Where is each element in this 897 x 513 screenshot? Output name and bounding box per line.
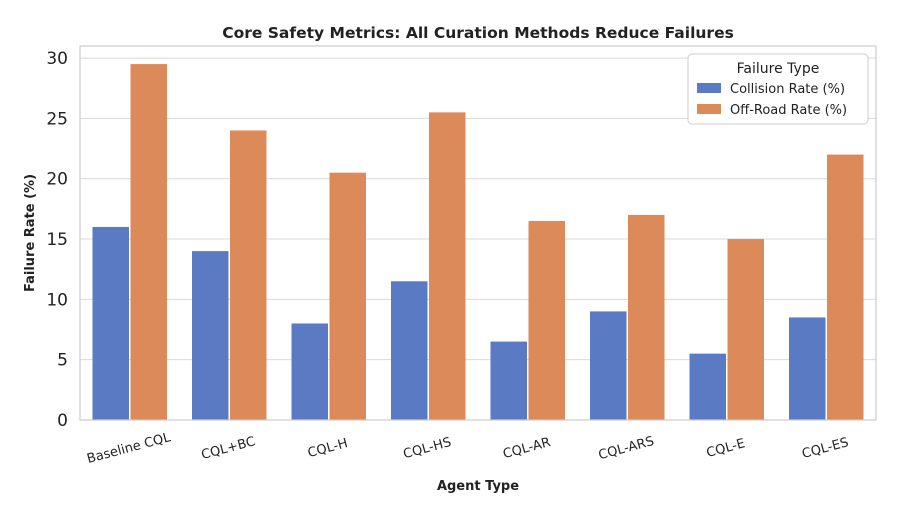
x-tick-label: Baseline CQL [85, 430, 172, 467]
legend-box [687, 53, 869, 125]
legend-entries: Collision Rate (%) Off-Road Rate (%) [697, 82, 847, 118]
bar-offroad [230, 130, 267, 421]
bar-offroad [827, 154, 864, 421]
y-tick-label: 20 [46, 170, 68, 190]
bar-collision [92, 226, 129, 420]
y-tick-label: 10 [46, 290, 68, 310]
x-ticks: Baseline CQL CQL+BC CQL-H CQL-HS CQL-AR CQL-A… [85, 430, 850, 467]
bar-offroad [329, 172, 366, 420]
y-tick-label: 0 [57, 411, 68, 431]
y-axis-label: Failure Rate (%) [23, 174, 38, 292]
legend-swatch [697, 104, 721, 114]
x-axis-label: Agent Type [437, 479, 519, 494]
bar-collision [192, 251, 229, 420]
legend-title: Failure Type [737, 61, 820, 77]
bar-offroad [429, 112, 466, 421]
x-tick-label: CQL+BC [200, 434, 257, 463]
legend: Failure Type Collision Rate (%) Off-Road … [687, 53, 869, 125]
legend-label: Collision Rate (%) [730, 82, 845, 97]
legend-label: Off-Road Rate (%) [730, 103, 847, 118]
bars [92, 64, 864, 421]
y-tick-label: 30 [46, 49, 68, 69]
y-tick-label: 5 [57, 351, 68, 371]
bar-collision [789, 317, 826, 420]
chart-title: Core Safety Metrics: All Curation Method… [222, 24, 734, 42]
bar-collision [490, 341, 527, 420]
bar-offroad [628, 214, 665, 420]
x-tick-label: CQL-ARS [597, 434, 656, 463]
y-tick-label: 25 [46, 109, 68, 129]
bar-offroad [528, 220, 565, 420]
bar-collision [689, 353, 726, 420]
x-tick-label: CQL-HS [402, 435, 453, 462]
x-tick-label: CQL-H [306, 436, 349, 461]
x-tick-label: CQL-E [705, 436, 747, 461]
bar-collision [590, 311, 627, 420]
x-tick-label: CQL-AR [501, 435, 552, 462]
legend-swatch [697, 83, 721, 93]
y-tick-label: 15 [46, 230, 68, 250]
bar-collision [391, 281, 428, 420]
bar-collision [291, 323, 328, 420]
x-tick-label: CQL-ES [800, 435, 850, 462]
plot-frame [79, 45, 877, 421]
bar-offroad [727, 239, 764, 420]
bar-offroad [130, 64, 167, 420]
y-ticks: 0 5 10 15 20 25 30 [46, 49, 68, 431]
